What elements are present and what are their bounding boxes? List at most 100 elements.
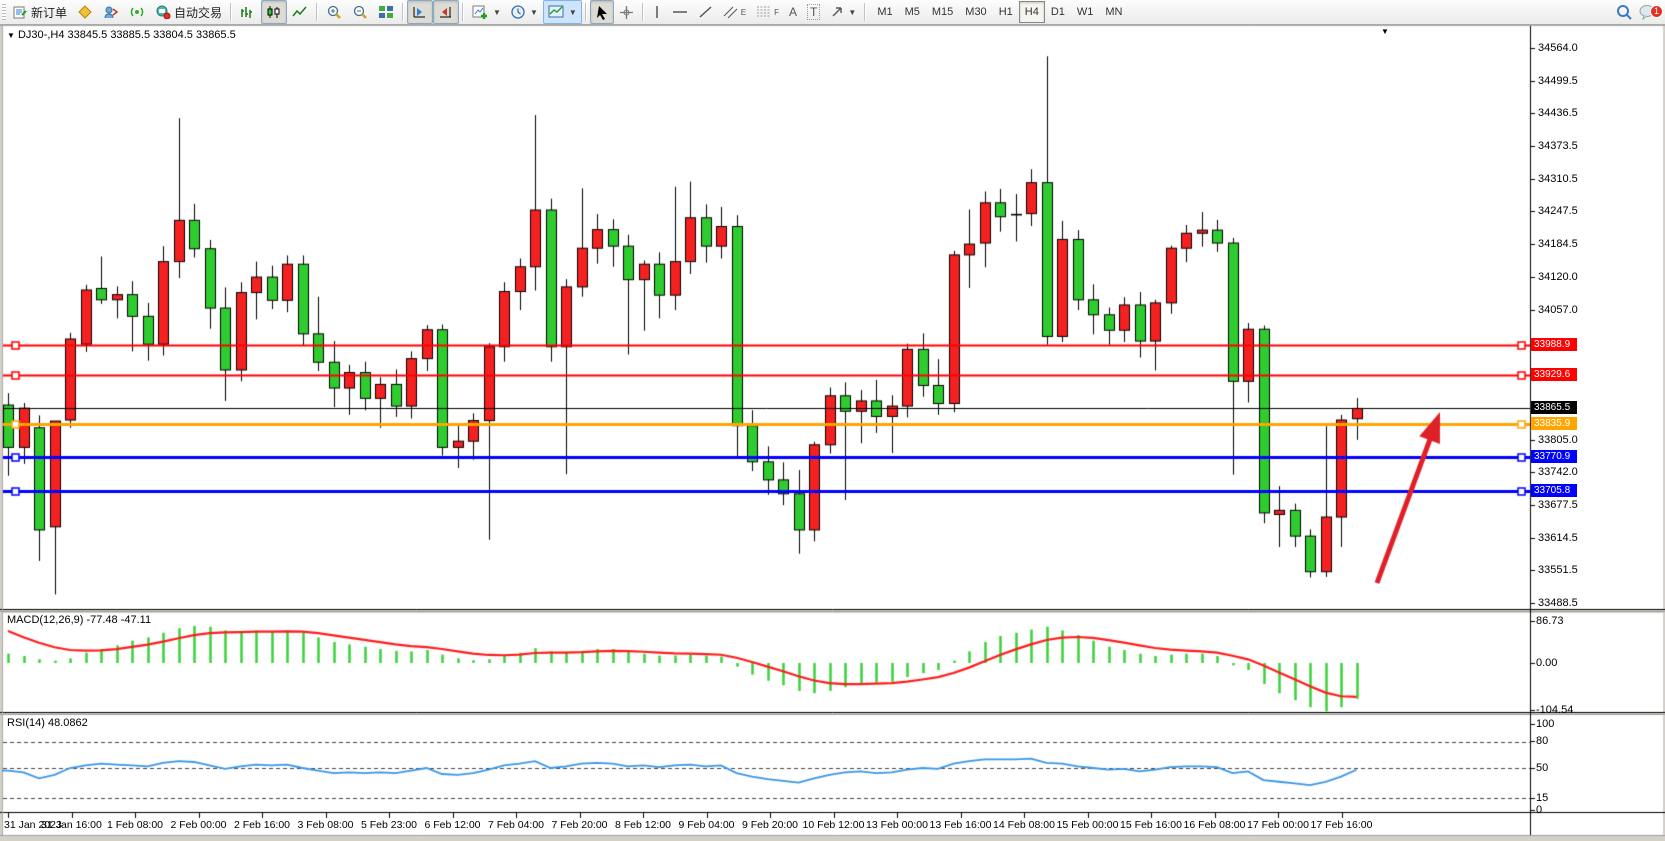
price-tick-34057.0: 34057.0 xyxy=(1538,304,1578,316)
new-order-label: 新订单 xyxy=(31,5,68,20)
price-tick-33614.5: 33614.5 xyxy=(1538,532,1578,544)
dropdown-caret: ▼ xyxy=(568,7,577,17)
candlestick-mode-button[interactable] xyxy=(261,0,288,24)
candlestick-icon xyxy=(266,5,282,19)
time-label-4: 2 Feb 16:00 xyxy=(233,819,291,831)
notification-count-badge: 1 xyxy=(1650,5,1663,18)
market-watch-button[interactable] xyxy=(98,0,124,24)
separator xyxy=(864,3,867,21)
rsi-tick-100: 100 xyxy=(1536,718,1555,730)
timeframe-MN[interactable]: MN xyxy=(1105,6,1123,18)
cursor-tool-button[interactable] xyxy=(589,0,614,24)
arrows-tool-dropdown[interactable]: ▼ xyxy=(825,0,861,24)
time-label-17: 15 Feb 00:00 xyxy=(1056,819,1119,831)
macd-tick-0.00: 0.00 xyxy=(1536,657,1558,669)
time-label-15: 13 Feb 16:00 xyxy=(929,819,992,831)
auto-scroll-icon xyxy=(412,5,428,19)
time-label-9: 7 Feb 20:00 xyxy=(551,819,608,831)
text-tool[interactable]: A xyxy=(784,0,802,24)
price-tick-34436.5: 34436.5 xyxy=(1538,107,1578,119)
timeframe-M30[interactable]: M30 xyxy=(965,6,987,18)
crosshair-tool-button[interactable] xyxy=(614,0,639,24)
chart-profile-button[interactable] xyxy=(72,0,98,24)
text-label-tool[interactable]: T xyxy=(802,0,825,24)
new-order-icon xyxy=(13,5,28,19)
bar-chart-mode-button[interactable] xyxy=(235,0,261,24)
timeframe-bar: M1 M5 M15 M30 H1 H4 D1 W1 MN xyxy=(869,0,1130,24)
time-label-2: 1 Feb 08:00 xyxy=(106,819,164,831)
notifications-button[interactable]: 1 xyxy=(1639,4,1663,20)
timeframe-H4[interactable]: H4 xyxy=(1018,1,1045,23)
tile-windows-icon xyxy=(378,5,394,19)
separator xyxy=(316,3,319,21)
tile-windows-button[interactable] xyxy=(373,0,399,24)
time-label-12: 9 Feb 20:00 xyxy=(741,819,799,831)
vertical-line-tool[interactable] xyxy=(647,0,667,24)
zoom-in-button[interactable] xyxy=(321,0,347,24)
dropdown-caret: ▼ xyxy=(848,7,857,17)
auto-scroll-button[interactable] xyxy=(407,0,434,24)
price-level-badge-33988.9[interactable]: 33988.9 xyxy=(1531,338,1577,351)
time-label-3: 2 Feb 00:00 xyxy=(170,819,227,831)
main-toolbar: 新订单 自动交易 xyxy=(0,0,1665,25)
price-tick-33551.5: 33551.5 xyxy=(1538,564,1578,576)
timeframe-W1[interactable]: W1 xyxy=(1076,6,1094,18)
signals-button[interactable] xyxy=(124,0,150,24)
zoom-out-icon xyxy=(352,5,368,20)
toolbar-grip xyxy=(2,4,6,20)
time-label-21: 17 Feb 16:00 xyxy=(1310,819,1373,831)
timeframe-M5[interactable]: M5 xyxy=(904,6,920,18)
cursor-icon xyxy=(595,5,609,20)
channel-letter: E xyxy=(740,7,747,17)
price-tick-34247.5: 34247.5 xyxy=(1538,205,1578,217)
macd-indicator-label: MACD(12,26,9) -77.48 -47.11 xyxy=(7,614,152,626)
chart-shift-button[interactable] xyxy=(433,0,460,24)
new-chart-dropdown[interactable]: ▼ xyxy=(467,0,506,24)
price-level-badge-33770.9[interactable]: 33770.9 xyxy=(1531,450,1577,463)
auto-trading-icon xyxy=(155,5,171,19)
period-dropdown[interactable]: ▼ xyxy=(506,0,543,24)
time-label-10: 8 Feb 12:00 xyxy=(614,819,672,831)
line-chart-mode-button[interactable] xyxy=(287,0,313,24)
price-tick-33742.0: 33742.0 xyxy=(1538,466,1578,478)
arrows-tool-icon xyxy=(830,5,844,19)
channel-icon xyxy=(723,5,738,19)
template-icon xyxy=(548,5,565,19)
rsi-tick-0: 0 xyxy=(1536,804,1543,816)
rsi-tick-80: 80 xyxy=(1536,735,1549,747)
channel-tool[interactable]: E xyxy=(718,0,751,24)
price-level-badge-33865.5[interactable]: 33865.5 xyxy=(1531,401,1577,414)
search-icon[interactable] xyxy=(1616,4,1633,20)
horizontal-line-icon xyxy=(672,5,688,19)
horizontal-line-tool[interactable] xyxy=(667,0,693,24)
one-click-trading-arrow-icon[interactable]: ▼ xyxy=(7,31,15,40)
chart-title: ▼ DJ30-,H4 33845.5 33885.5 33804.5 33865… xyxy=(7,29,236,41)
time-label-20: 17 Feb 00:00 xyxy=(1247,819,1309,831)
price-tick-33677.5: 33677.5 xyxy=(1538,499,1578,511)
new-order-button[interactable]: 新订单 xyxy=(8,0,72,24)
time-label-1: 31 Jan 16:00 xyxy=(41,819,102,831)
time-label-19: 16 Feb 08:00 xyxy=(1183,819,1246,831)
price-level-badge-33705.8[interactable]: 33705.8 xyxy=(1531,484,1577,497)
zoom-out-button[interactable] xyxy=(347,0,373,24)
separator xyxy=(402,3,405,21)
price-level-badge-33929.6[interactable]: 33929.6 xyxy=(1531,368,1577,381)
timeframe-M1[interactable]: M1 xyxy=(877,6,893,18)
price-tick-34310.5: 34310.5 xyxy=(1538,173,1578,185)
macd-tick--104.54: -104.54 xyxy=(1536,704,1574,716)
price-level-badge-33835.9[interactable]: 33835.9 xyxy=(1531,417,1577,430)
time-label-7: 6 Feb 12:00 xyxy=(424,819,481,831)
template-dropdown[interactable]: ▼ xyxy=(542,0,582,24)
time-label-14: 13 Feb 00:00 xyxy=(866,819,928,831)
trendline-tool[interactable] xyxy=(693,0,718,24)
timeframe-M15[interactable]: M15 xyxy=(931,6,954,18)
timeframe-D1[interactable]: D1 xyxy=(1050,6,1065,18)
price-tick-33805.0: 33805.0 xyxy=(1538,434,1578,446)
auto-trading-button[interactable]: 自动交易 xyxy=(150,0,227,24)
timeframe-H1[interactable]: H1 xyxy=(998,6,1013,18)
time-label-8: 7 Feb 04:00 xyxy=(487,819,545,831)
price-tick-34184.5: 34184.5 xyxy=(1538,238,1578,250)
time-label-18: 15 Feb 16:00 xyxy=(1120,819,1182,831)
fibonacci-tool[interactable]: F xyxy=(751,0,784,24)
